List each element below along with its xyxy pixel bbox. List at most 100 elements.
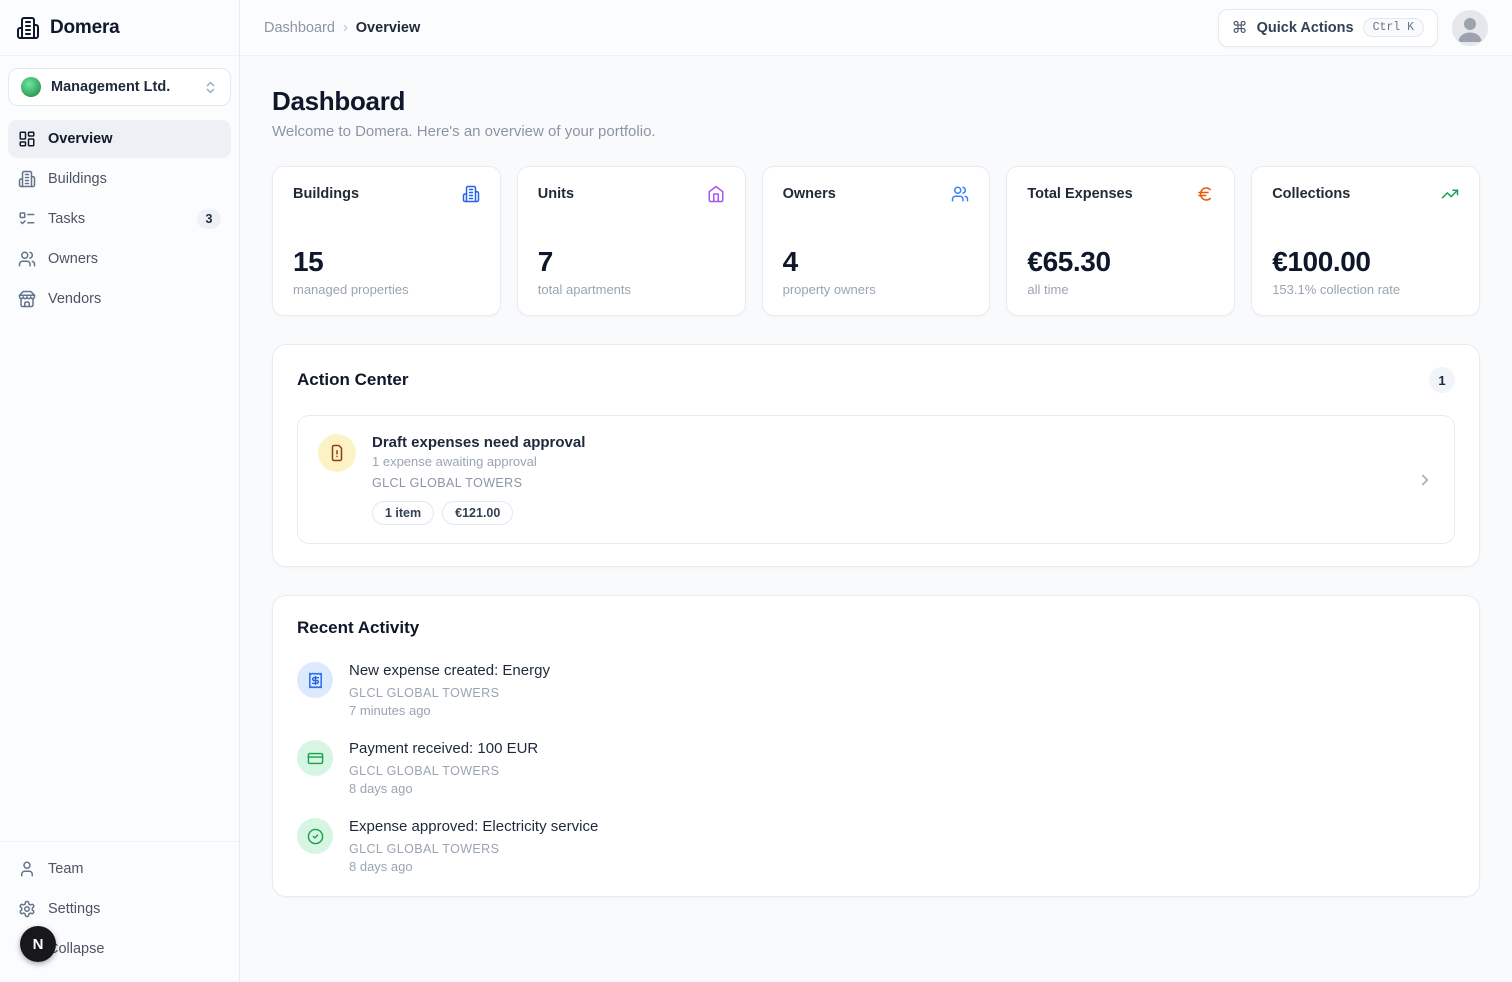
user-icon bbox=[18, 860, 36, 878]
stat-value: 7 bbox=[537, 246, 554, 277]
app-logo: Domera bbox=[0, 0, 239, 56]
euro-icon bbox=[1196, 185, 1214, 203]
activity-title: Payment received: 100 EUR bbox=[349, 740, 539, 757]
sidebar-item-label: Owners bbox=[48, 251, 98, 267]
store-icon bbox=[18, 290, 36, 308]
activity-title: New expense created: Energy bbox=[349, 662, 550, 679]
activity-item: New expense created: Energy GLCL GLOBAL … bbox=[297, 662, 1455, 718]
keyboard-shortcut-badge: Ctrl K bbox=[1362, 18, 1424, 37]
credit-card-icon bbox=[297, 740, 333, 776]
stat-card-buildings: Buildings 15 managed properties bbox=[272, 166, 501, 316]
stat-caption: property owners bbox=[782, 282, 876, 297]
action-center-card: Action Center 1 Draft expenses need appr… bbox=[272, 344, 1480, 567]
breadcrumb: Dashboard › Overview bbox=[264, 20, 420, 36]
chevrons-up-down-icon bbox=[203, 80, 218, 95]
page-subtitle: Welcome to Domera. Here's an overview of… bbox=[272, 123, 656, 140]
activity-building: GLCL GLOBAL TOWERS bbox=[349, 842, 500, 856]
activity-list: New expense created: Energy GLCL GLOBAL … bbox=[297, 662, 1455, 874]
stat-caption: all time bbox=[1027, 282, 1069, 297]
sidebar-nav: Overview Buildings Tasks 3 Owners Vend bbox=[0, 116, 239, 322]
stat-label: Owners bbox=[782, 186, 836, 202]
sidebar-item-label: Collapse bbox=[48, 941, 105, 957]
main-content: Dashboard Welcome to Domera. Here's an o… bbox=[240, 56, 1512, 982]
check-circle-icon bbox=[297, 818, 333, 854]
sidebar-item-team[interactable]: Team bbox=[8, 850, 231, 888]
sidebar-item-label: Buildings bbox=[48, 171, 107, 187]
user-avatar[interactable] bbox=[1452, 9, 1488, 46]
tasks-count-badge: 3 bbox=[197, 209, 221, 229]
sidebar-item-label: Tasks bbox=[48, 211, 86, 227]
action-item-building: GLCL GLOBAL TOWERS bbox=[372, 476, 523, 490]
activity-item: Payment received: 100 EUR GLCL GLOBAL TO… bbox=[297, 740, 1455, 796]
building-icon bbox=[462, 185, 480, 203]
sidebar-footer: Team Settings Collapse bbox=[0, 841, 239, 982]
activity-building: GLCL GLOBAL TOWERS bbox=[349, 686, 500, 700]
breadcrumb-parent[interactable]: Dashboard bbox=[264, 19, 335, 36]
stat-card-total-expenses: Total Expenses €65.30 all time bbox=[1006, 166, 1236, 316]
action-center-title: Action Center bbox=[297, 370, 409, 389]
tasks-icon bbox=[18, 210, 36, 228]
recent-activity-title: Recent Activity bbox=[297, 618, 420, 637]
recent-activity-card: Recent Activity New expense created: Ene… bbox=[272, 595, 1480, 897]
sidebar-item-buildings[interactable]: Buildings bbox=[8, 160, 231, 198]
command-icon: ⌘ bbox=[1231, 19, 1248, 37]
amount-badge: €121.00 bbox=[442, 501, 514, 525]
gear-icon bbox=[18, 900, 36, 918]
stat-value: 15 bbox=[293, 246, 324, 277]
stat-caption: 153.1% collection rate bbox=[1272, 282, 1401, 297]
company-logo-icon bbox=[21, 77, 41, 97]
action-item-subtitle: 1 expense awaiting approval bbox=[372, 454, 537, 469]
stat-card-units: Units 7 total apartments bbox=[516, 166, 746, 316]
app-name: Domera bbox=[50, 16, 120, 38]
main-column: Dashboard › Overview ⌘ Quick Actions Ctr… bbox=[240, 0, 1512, 982]
quick-actions-label: Quick Actions bbox=[1256, 19, 1354, 36]
sidebar-item-label: Team bbox=[48, 861, 84, 877]
users-icon bbox=[951, 185, 969, 203]
stat-caption: managed properties bbox=[293, 282, 409, 297]
chevron-right-icon bbox=[1416, 471, 1434, 489]
item-count-badge: 1 item bbox=[372, 501, 435, 525]
sidebar-item-owners[interactable]: Owners bbox=[8, 240, 231, 278]
stat-caption: total apartments bbox=[537, 282, 632, 297]
stat-label: Units bbox=[537, 186, 575, 202]
sidebar-item-vendors[interactable]: Vendors bbox=[8, 280, 231, 318]
stat-label: Buildings bbox=[293, 186, 360, 202]
stat-card-owners: Owners 4 property owners bbox=[761, 166, 991, 316]
stat-label: Total Expenses bbox=[1027, 186, 1133, 202]
activity-item: Expense approved: Electricity service GL… bbox=[297, 818, 1455, 874]
building-icon bbox=[18, 170, 36, 188]
file-warning-icon bbox=[318, 434, 356, 472]
trending-up-icon bbox=[1441, 185, 1459, 203]
company-selector[interactable]: Management Ltd. bbox=[8, 68, 231, 106]
stat-label: Collections bbox=[1272, 186, 1351, 202]
receipt-icon bbox=[297, 662, 333, 698]
stat-card-collections: Collections €100.00 153.1% collection ra… bbox=[1251, 166, 1480, 316]
quick-actions-button[interactable]: ⌘ Quick Actions Ctrl K bbox=[1217, 8, 1438, 47]
sidebar: Domera Management Ltd. Overview Building… bbox=[0, 0, 240, 982]
sidebar-item-label: Overview bbox=[48, 131, 113, 147]
sidebar-item-tasks[interactable]: Tasks 3 bbox=[8, 200, 231, 238]
activity-time: 8 days ago bbox=[349, 781, 413, 796]
sidebar-item-label: Vendors bbox=[48, 291, 102, 307]
breadcrumb-separator-icon: › bbox=[342, 19, 348, 36]
grid-icon bbox=[18, 130, 36, 148]
activity-building: GLCL GLOBAL TOWERS bbox=[349, 764, 500, 778]
activity-time: 8 days ago bbox=[349, 859, 413, 874]
stat-value: €100.00 bbox=[1272, 246, 1371, 277]
breadcrumb-current: Overview bbox=[355, 19, 421, 36]
action-center-count-badge: 1 bbox=[1429, 367, 1455, 393]
topbar: Dashboard › Overview ⌘ Quick Actions Ctr… bbox=[240, 0, 1512, 56]
sidebar-item-overview[interactable]: Overview bbox=[8, 120, 231, 158]
stat-value: 4 bbox=[782, 246, 799, 277]
stat-value: €65.30 bbox=[1027, 246, 1111, 277]
users-icon bbox=[18, 250, 36, 268]
page-title: Dashboard bbox=[272, 86, 406, 116]
topbar-right: ⌘ Quick Actions Ctrl K bbox=[1217, 8, 1488, 47]
activity-time: 7 minutes ago bbox=[349, 703, 431, 718]
action-center-item[interactable]: Draft expenses need approval 1 expense a… bbox=[297, 415, 1455, 544]
dev-indicator-badge[interactable]: N bbox=[20, 926, 56, 962]
sidebar-item-settings[interactable]: Settings bbox=[8, 890, 231, 928]
stats-grid: Buildings 15 managed properties Units 7 … bbox=[272, 166, 1480, 316]
building-logo-icon bbox=[16, 16, 40, 40]
home-icon bbox=[707, 185, 725, 203]
